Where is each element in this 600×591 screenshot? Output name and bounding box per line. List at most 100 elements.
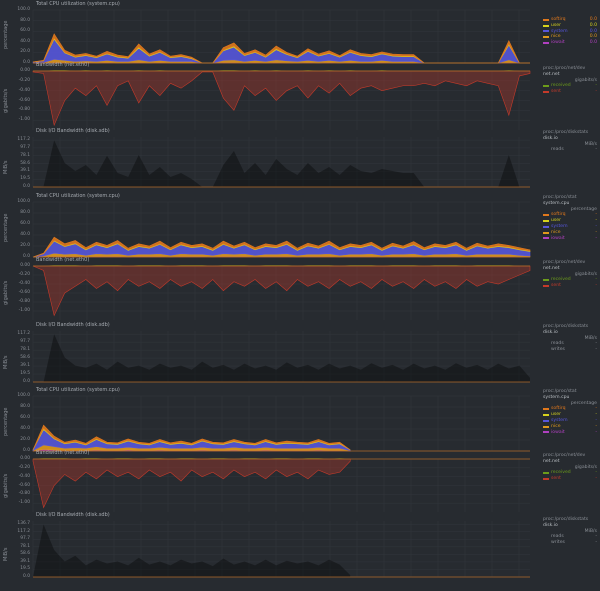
legend-source: proc:/proc/diskstats [543, 130, 589, 135]
legend-item-value: - [595, 147, 597, 153]
legend-item-softirq[interactable]: softirq - [543, 406, 597, 412]
y-tick-label: 136.7 [17, 521, 30, 527]
series-area-softirq [32, 236, 531, 258]
legend-item-value: 0.0 [589, 34, 597, 40]
y-tick-label: 60.0 [20, 221, 30, 226]
legend-item-label: system [551, 417, 568, 423]
legend-item-sent[interactable]: sent - [543, 283, 597, 289]
chart-legend: proc:/proc/net/dev net.net gigabits/s recei… [543, 66, 597, 95]
series-area-softirq [32, 33, 530, 64]
y-tick-label: 78.1 [20, 152, 30, 158]
legend-item-label: writes [551, 540, 565, 546]
legend-item-softirq[interactable]: softirq - [543, 212, 597, 218]
legend-swatch [543, 30, 549, 33]
chart-title: Total CPU utilization (system.cpu) [36, 1, 120, 7]
legend-units: percentage [570, 400, 597, 406]
y-tick-label: 0.0 [23, 60, 30, 65]
series-area-sent [32, 70, 531, 127]
legend-units: MiB/s [584, 141, 597, 147]
legend-item-nice[interactable]: nice - [543, 424, 597, 430]
legend-item-value: - [595, 412, 597, 418]
y-tick-label: -1.00 [18, 117, 30, 123]
y-tick-label: 97.7 [20, 339, 30, 345]
legend-item-nice[interactable]: nice 0.0 [543, 34, 597, 40]
y-tick-label: -0.20 [18, 272, 30, 277]
y-tick-label: 100.0 [17, 393, 30, 398]
legend-item-label: writes [551, 347, 565, 353]
y-tick-label: 0.00 [20, 456, 30, 461]
y-tick-label: 39.1 [20, 363, 30, 369]
y-axis-label: percentage [3, 407, 9, 436]
legend-item-label: sent [551, 283, 561, 289]
legend-item-received[interactable]: received - [543, 470, 597, 476]
y-tick-label: 100.0 [17, 199, 30, 204]
legend-item-system[interactable]: system - [543, 224, 597, 230]
legend-source: proc:/proc/net/dev [543, 66, 586, 71]
legend-item-reads[interactable]: reads - [543, 147, 597, 153]
chart-title: Total CPU utilization (system.cpu) [36, 387, 120, 393]
legend-source: proc:/proc/net/dev [543, 453, 586, 458]
y-tick-label: 117.2 [17, 331, 30, 337]
legend-item-label: reads [551, 341, 564, 347]
legend-swatch [543, 408, 549, 411]
y-tick-label: -0.80 [18, 107, 30, 113]
legend-item-received[interactable]: received - [543, 83, 597, 89]
y-tick-label: -0.60 [18, 97, 30, 103]
y-tick-label: -1.00 [18, 308, 30, 313]
legend-item-writes[interactable]: writes - [543, 540, 597, 546]
y-tick-label: 117.2 [17, 137, 30, 143]
legend-swatch [543, 414, 549, 417]
legend-source: proc:/proc/net/dev [543, 260, 586, 265]
chart-title: Bandwidth (net.eth0) [36, 450, 90, 456]
legend-item-user[interactable]: user 0.0 [543, 23, 597, 29]
legend-item-received[interactable]: received - [543, 277, 597, 283]
legend-item-reads[interactable]: reads - [543, 341, 597, 347]
legend-item-value: - [595, 423, 597, 429]
legend-units: gigabits/s [574, 271, 597, 277]
legend-swatch [543, 237, 549, 240]
legend-item-softirq[interactable]: softirq 0.0 [543, 17, 597, 23]
y-tick-label: 0.0 [23, 448, 30, 453]
series-area-softirq [32, 424, 351, 451]
legend-item-sent[interactable]: sent - [543, 476, 597, 482]
legend-swatch [543, 214, 549, 217]
legend-item-iowait[interactable]: iowait - [543, 430, 597, 436]
legend-item-user[interactable]: user - [543, 412, 597, 418]
chart-title: Disk I/O Bandwidth (disk.sdb) [36, 512, 110, 518]
y-tick-label: 0.0 [23, 379, 30, 384]
legend-item-label: reads [551, 147, 564, 153]
series-area-sent [32, 265, 531, 317]
legend-item-label: received [551, 83, 571, 89]
series-area-reads [33, 140, 530, 187]
legend-item-label: user [551, 22, 562, 28]
y-tick-label: 0.00 [20, 68, 30, 73]
legend-item-system[interactable]: system 0.0 [543, 29, 597, 35]
series-area-reads [33, 334, 530, 382]
chart-title: Disk I/O Bandwidth (disk.sdb) [36, 128, 110, 134]
legend-item-iowait[interactable]: iowait 0.0 [543, 40, 597, 46]
legend-item-system[interactable]: system - [543, 418, 597, 424]
legend-item-sent[interactable]: sent - [543, 89, 597, 95]
chart-legend: proc:/proc/stat system.cpu percentage softi… [543, 389, 597, 435]
legend-item-label: user [551, 412, 562, 418]
legend-item-value: - [595, 429, 597, 435]
legend-item-user[interactable]: user - [543, 218, 597, 224]
legend-source: proc:/proc/diskstats [543, 324, 589, 329]
legend-item-writes[interactable]: writes - [543, 347, 597, 353]
legend-item-nice[interactable]: nice - [543, 230, 597, 236]
legend-item-value: - [595, 347, 597, 353]
legend-swatch [543, 42, 549, 45]
chart-legend: proc:/proc/stat system.cpu percentage softi… [543, 195, 597, 241]
legend-swatch [543, 231, 549, 234]
legend-item-value: - [595, 341, 597, 347]
legend-item-reads[interactable]: reads - [543, 534, 597, 540]
legend-units: MiB/s [584, 335, 597, 341]
legend-item-value: - [595, 277, 597, 283]
y-tick-label: 19.5 [20, 176, 30, 182]
y-tick-label: -0.80 [18, 299, 30, 304]
y-tick-label: 40.0 [20, 38, 30, 44]
legend-swatch [543, 472, 549, 475]
y-tick-label: 97.7 [20, 144, 30, 150]
y-tick-label: 40.0 [20, 426, 30, 431]
legend-item-iowait[interactable]: iowait - [543, 236, 597, 242]
